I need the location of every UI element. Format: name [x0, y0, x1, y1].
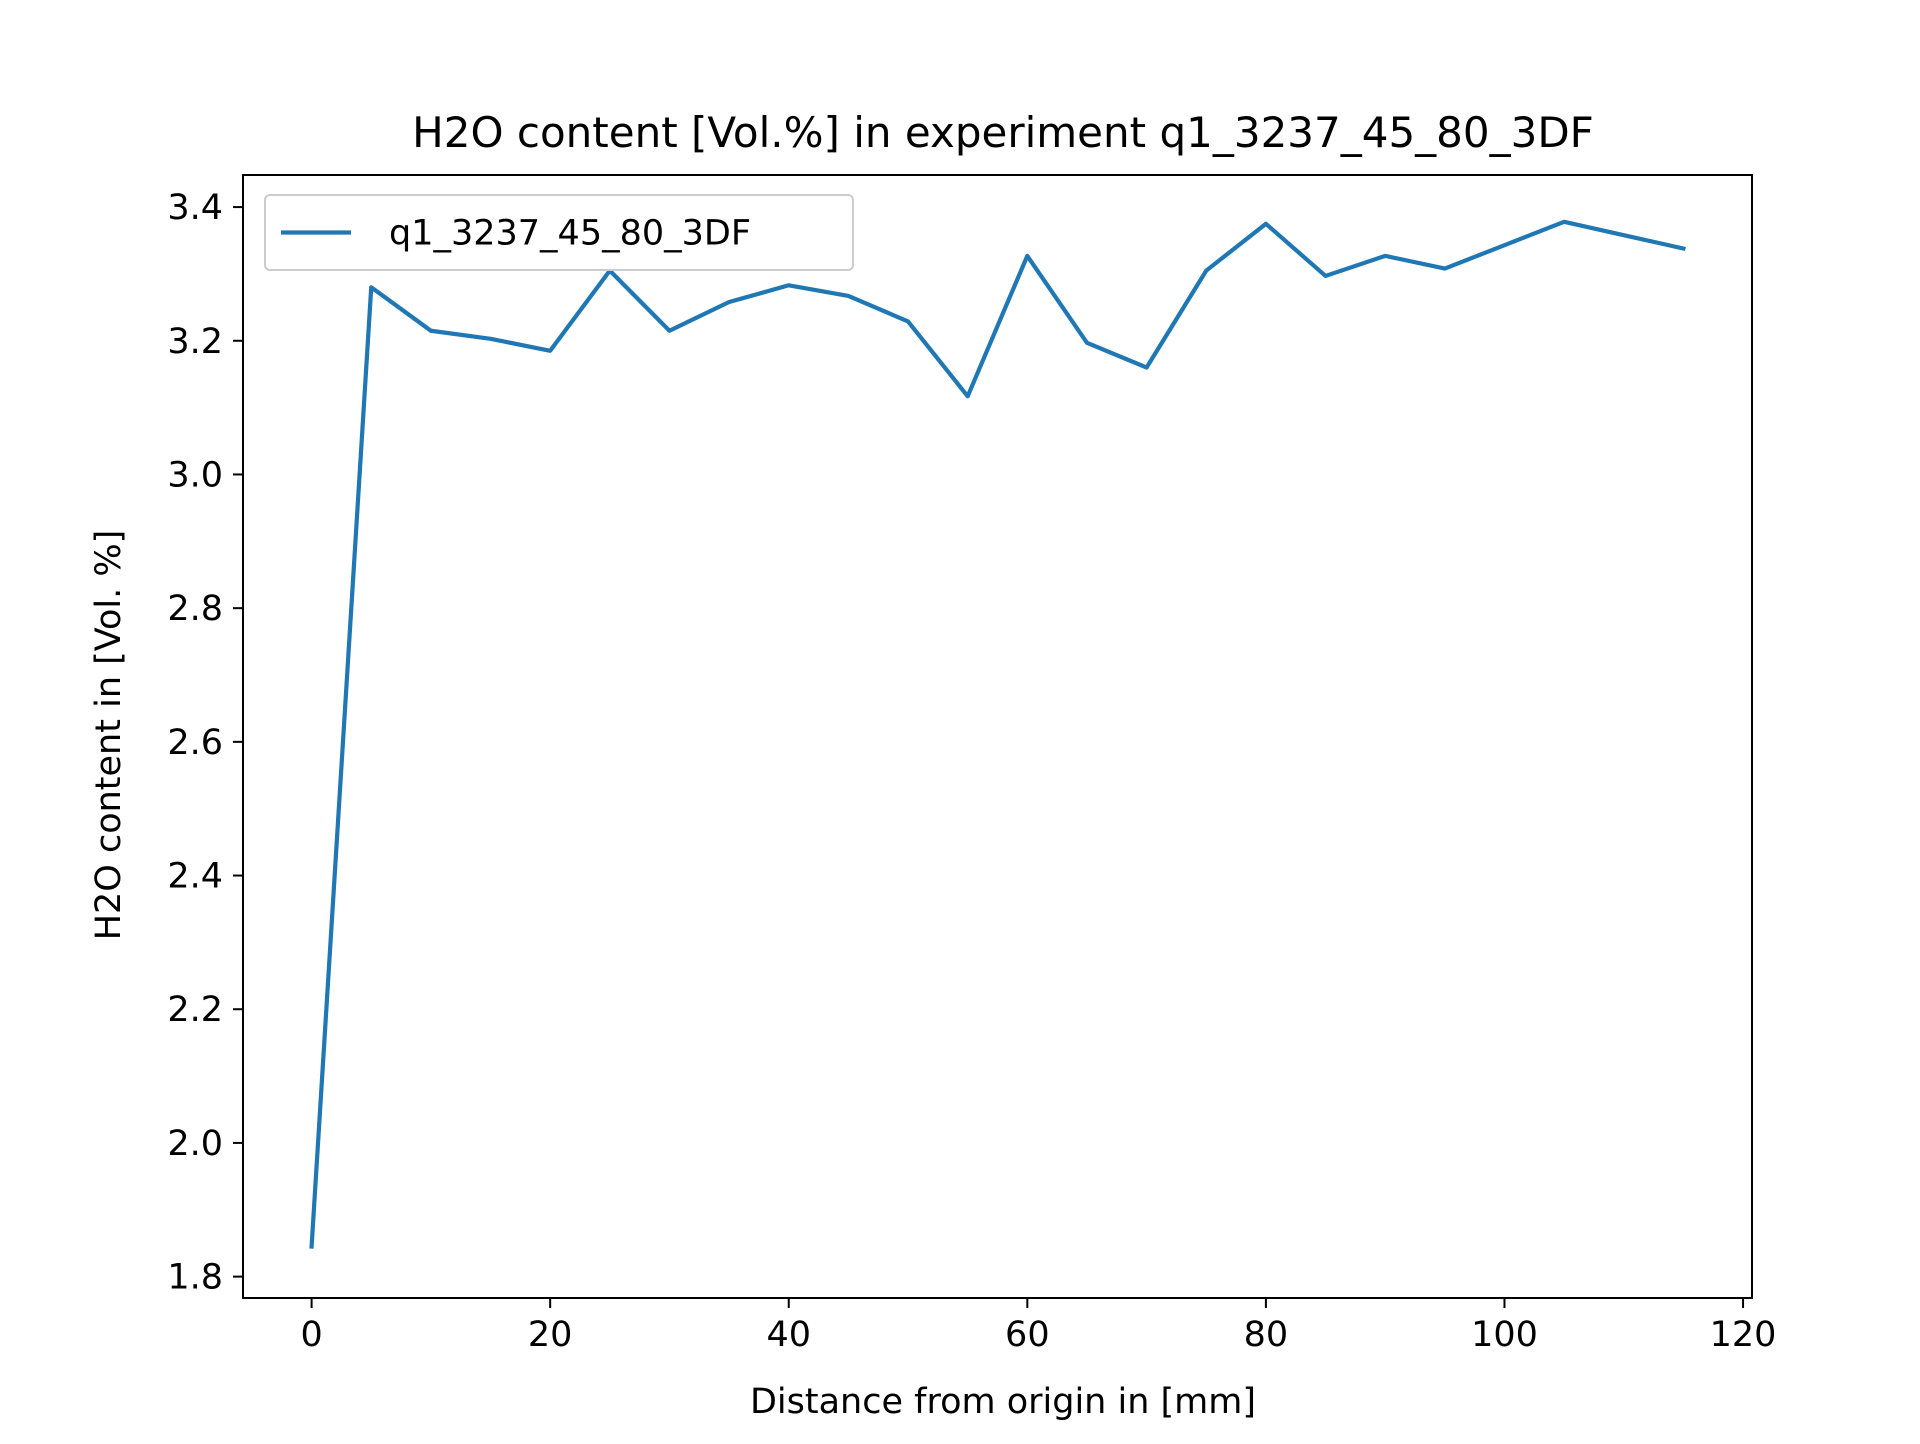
y-tick-label: 2.6 — [167, 723, 223, 763]
x-tick-label: 80 — [1244, 1315, 1289, 1355]
y-tick-label: 3.0 — [167, 455, 223, 495]
x-tick-label: 120 — [1710, 1315, 1777, 1355]
y-tick-label: 1.8 — [167, 1258, 223, 1298]
chart-title: H2O content [Vol.%] in experiment q1_323… — [412, 108, 1594, 157]
x-axis-label: Distance from origin in [mm] — [750, 1382, 1256, 1422]
y-tick-label: 2.2 — [167, 990, 223, 1030]
y-tick-label: 3.4 — [167, 188, 223, 228]
x-tick-label: 100 — [1471, 1315, 1538, 1355]
legend-entry-label: q1_3237_45_80_3DF — [389, 214, 751, 254]
y-axis-label: H2O content in [Vol. %] — [89, 530, 129, 941]
x-tick-label: 60 — [1005, 1315, 1050, 1355]
x-tick-label: 40 — [766, 1315, 811, 1355]
series-line-0 — [309, 219, 1686, 1249]
axes-frame — [242, 174, 1753, 1299]
legend-box — [264, 194, 854, 271]
y-tick-label: 2.8 — [167, 589, 223, 629]
y-tick-label: 2.0 — [167, 1124, 223, 1164]
plot-area: 0 20 40 60 80 100 120 1.8 2.0 2.2 2.4 2.6 2.8 3.0 3.2 3… — [167, 174, 1777, 1355]
x-tick-label: 20 — [528, 1315, 573, 1355]
x-tick-label: 0 — [300, 1315, 322, 1355]
y-tick-label: 2.4 — [167, 857, 223, 897]
y-tick-label: 3.2 — [167, 322, 223, 362]
